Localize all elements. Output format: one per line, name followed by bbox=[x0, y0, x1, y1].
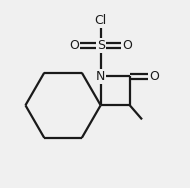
Text: O: O bbox=[69, 39, 79, 52]
Text: N: N bbox=[96, 70, 105, 83]
Text: Cl: Cl bbox=[94, 14, 107, 27]
Text: S: S bbox=[97, 39, 105, 52]
Text: O: O bbox=[149, 70, 159, 83]
Text: O: O bbox=[122, 39, 132, 52]
